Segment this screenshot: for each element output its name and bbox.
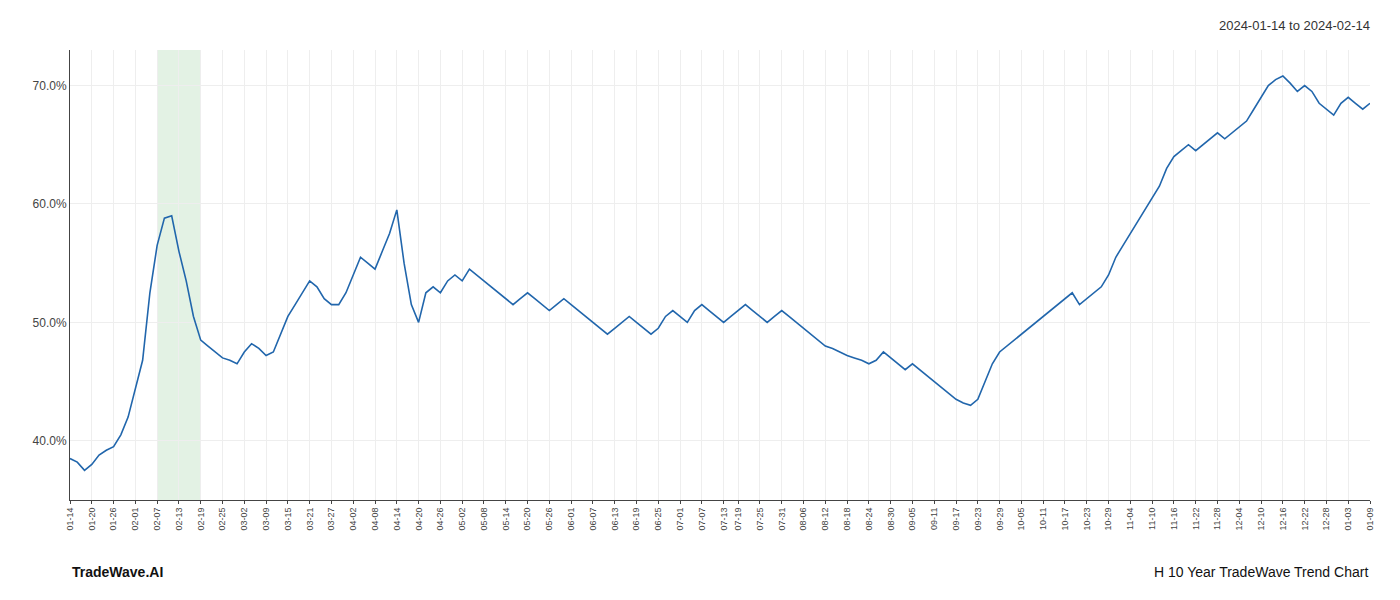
svg-text:07-19: 07-19 xyxy=(733,508,743,531)
svg-text:02-01: 02-01 xyxy=(130,508,140,531)
svg-text:06-19: 06-19 xyxy=(631,508,641,531)
svg-text:09-17: 09-17 xyxy=(951,508,961,531)
svg-text:12-10: 12-10 xyxy=(1256,508,1266,531)
svg-text:05-26: 05-26 xyxy=(544,508,554,531)
svg-text:40.0%: 40.0% xyxy=(33,434,67,448)
svg-text:07-25: 07-25 xyxy=(755,508,765,531)
svg-text:03-02: 03-02 xyxy=(239,508,249,531)
svg-text:04-02: 04-02 xyxy=(348,508,358,531)
svg-text:11-28: 11-28 xyxy=(1212,508,1222,530)
svg-text:11-22: 11-22 xyxy=(1191,508,1201,530)
svg-text:02-25: 02-25 xyxy=(217,508,227,531)
svg-text:05-08: 05-08 xyxy=(479,508,489,531)
svg-text:04-08: 04-08 xyxy=(370,508,380,531)
svg-text:H 10 Year TradeWave Trend Char: H 10 Year TradeWave Trend Chart xyxy=(1154,564,1368,580)
svg-text:04-14: 04-14 xyxy=(392,508,402,531)
svg-text:02-07: 02-07 xyxy=(152,508,162,531)
svg-text:09-11: 09-11 xyxy=(929,508,939,530)
svg-text:12-16: 12-16 xyxy=(1278,508,1288,531)
svg-text:12-22: 12-22 xyxy=(1300,508,1310,531)
svg-text:11-16: 11-16 xyxy=(1169,508,1179,530)
svg-text:04-20: 04-20 xyxy=(414,508,424,531)
svg-text:06-07: 06-07 xyxy=(588,508,598,531)
svg-text:09-29: 09-29 xyxy=(995,508,1005,531)
svg-text:08-24: 08-24 xyxy=(864,508,874,531)
svg-text:02-19: 02-19 xyxy=(196,508,206,531)
svg-text:09-05: 09-05 xyxy=(907,508,917,531)
svg-text:01-20: 01-20 xyxy=(87,508,97,531)
svg-text:01-14: 01-14 xyxy=(65,508,75,531)
svg-text:10-23: 10-23 xyxy=(1082,508,1092,531)
svg-text:50.0%: 50.0% xyxy=(33,316,67,330)
svg-text:TradeWave.AI: TradeWave.AI xyxy=(72,564,163,580)
svg-text:08-30: 08-30 xyxy=(886,508,896,531)
svg-text:01-03: 01-03 xyxy=(1343,508,1353,531)
svg-text:12-28: 12-28 xyxy=(1321,508,1331,531)
svg-text:03-15: 03-15 xyxy=(283,508,293,531)
svg-text:06-25: 06-25 xyxy=(653,508,663,531)
svg-text:04-26: 04-26 xyxy=(435,508,445,531)
svg-text:70.0%: 70.0% xyxy=(33,79,67,93)
svg-text:09-23: 09-23 xyxy=(973,508,983,531)
svg-text:07-13: 07-13 xyxy=(719,508,729,531)
svg-text:08-12: 08-12 xyxy=(820,508,830,531)
svg-text:2024-01-14 to 2024-02-14: 2024-01-14 to 2024-02-14 xyxy=(1219,18,1370,33)
svg-text:08-18: 08-18 xyxy=(842,508,852,531)
svg-text:03-27: 03-27 xyxy=(326,508,336,531)
svg-text:08-06: 08-06 xyxy=(798,508,808,531)
svg-text:12-04: 12-04 xyxy=(1234,508,1244,531)
svg-text:10-17: 10-17 xyxy=(1060,508,1070,531)
svg-text:07-31: 07-31 xyxy=(777,508,787,531)
svg-text:07-07: 07-07 xyxy=(697,508,707,531)
svg-text:60.0%: 60.0% xyxy=(33,197,67,211)
svg-text:10-11: 10-11 xyxy=(1038,508,1048,530)
svg-text:06-13: 06-13 xyxy=(610,508,620,531)
svg-text:10-05: 10-05 xyxy=(1016,508,1026,531)
svg-text:01-09: 01-09 xyxy=(1365,508,1375,531)
svg-text:11-04: 11-04 xyxy=(1125,508,1135,530)
svg-text:03-21: 03-21 xyxy=(305,508,315,531)
svg-text:10-29: 10-29 xyxy=(1103,508,1113,531)
svg-text:11-10: 11-10 xyxy=(1147,508,1157,530)
svg-text:03-09: 03-09 xyxy=(261,508,271,531)
svg-text:05-02: 05-02 xyxy=(457,508,467,531)
svg-text:06-01: 06-01 xyxy=(566,508,576,531)
svg-text:05-20: 05-20 xyxy=(522,508,532,531)
svg-text:07-01: 07-01 xyxy=(675,508,685,531)
svg-text:02-13: 02-13 xyxy=(174,508,184,531)
svg-text:01-26: 01-26 xyxy=(109,508,119,531)
svg-text:05-14: 05-14 xyxy=(501,508,511,531)
